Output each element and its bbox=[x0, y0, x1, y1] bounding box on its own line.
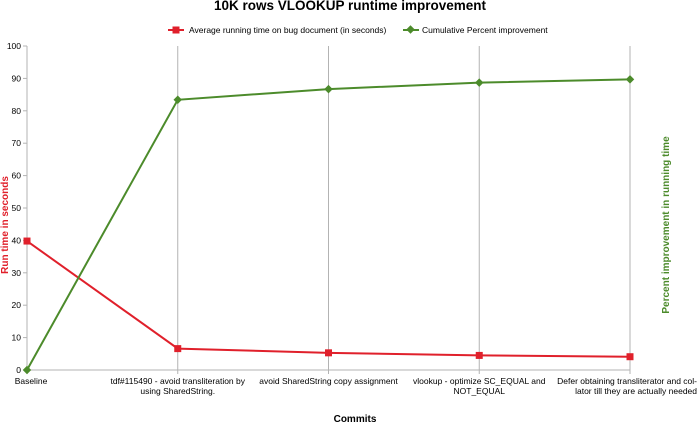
chart-title: 10K rows VLOOKUP runtime improvement bbox=[214, 0, 487, 13]
data-point-percent bbox=[22, 365, 32, 375]
legend-marker-run-time bbox=[172, 26, 180, 34]
y-tick-label: 90 bbox=[12, 73, 22, 83]
data-point-run-time bbox=[475, 351, 483, 359]
y-axis-title: Run time in seconds bbox=[0, 176, 11, 274]
y-tick-label: 80 bbox=[12, 106, 22, 116]
legend: Average running time on bug document (in… bbox=[168, 25, 548, 35]
data-point-percent bbox=[324, 84, 333, 94]
y-tick-label: 60 bbox=[12, 171, 22, 181]
x-axis-title: Commits bbox=[334, 414, 377, 423]
x-tick-label: avoid SharedString copy assignment bbox=[259, 376, 398, 386]
data-point-percent bbox=[625, 75, 635, 84]
x-tick-label: tdf#115490 - avoid transliteration by usi… bbox=[110, 376, 245, 396]
y-tick-label: 70 bbox=[12, 138, 22, 148]
legend-label-percent: Cumulative Percent improvement bbox=[422, 25, 548, 35]
y-tick-label: 20 bbox=[12, 300, 22, 310]
y2-axis-title: Percent improvement in running time bbox=[661, 136, 672, 314]
data-point-percent bbox=[173, 95, 182, 105]
x-tick-label: vlookup - optimize SC_EQUAL and NOT_EQUAL bbox=[413, 376, 546, 396]
y-tick-label: 0 bbox=[16, 365, 21, 375]
y-tick-label: 50 bbox=[12, 203, 22, 213]
y-tick-label: 30 bbox=[12, 268, 22, 278]
data-point-run-time bbox=[626, 353, 634, 361]
data-point-run-time bbox=[174, 345, 182, 353]
data-point-percent bbox=[475, 78, 484, 87]
series bbox=[22, 75, 635, 375]
y-tick-label: 10 bbox=[12, 333, 22, 343]
y-axis-ticks: 0 10 20 30 40 50 60 70 80 90 100 bbox=[7, 41, 27, 375]
data-point-run-time bbox=[325, 349, 332, 357]
x-tick-label: Defer obtaining transliterator and col-l… bbox=[557, 376, 697, 396]
x-axis-ticks: Baseline tdf#115490 - avoid transliterati… bbox=[15, 370, 697, 396]
legend-marker-percent bbox=[406, 25, 415, 34]
legend-label-run-time: Average running time on bug document (in… bbox=[189, 25, 387, 35]
y-tick-label: 40 bbox=[12, 235, 22, 245]
x-tick-label: Baseline bbox=[15, 376, 48, 386]
data-point-run-time bbox=[23, 237, 31, 245]
y-tick-label: 100 bbox=[7, 41, 21, 51]
